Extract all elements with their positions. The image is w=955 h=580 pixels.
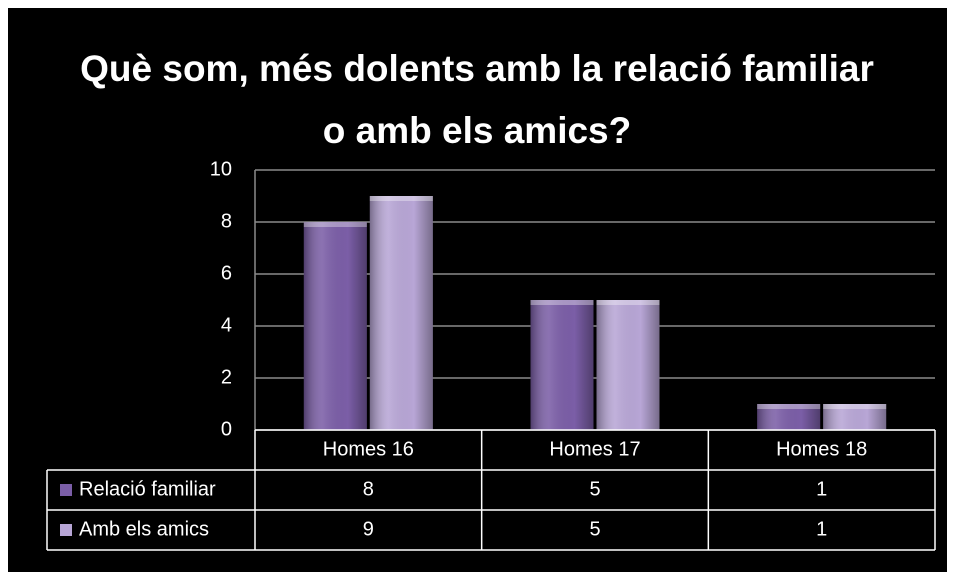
legend-marker: [60, 484, 72, 496]
x-tick-label: Homes 18: [776, 438, 867, 460]
table-value: 5: [589, 478, 600, 500]
bar: [530, 300, 594, 430]
y-tick-label: 10: [210, 158, 232, 180]
y-tick-label: 4: [221, 314, 232, 336]
y-tick-label: 0: [221, 418, 232, 440]
y-tick-label: 6: [221, 262, 232, 284]
legend-label: Relació familiar: [79, 478, 216, 500]
table-value: 5: [589, 518, 600, 540]
bar-top: [369, 196, 433, 201]
x-tick-label: Homes 17: [549, 438, 640, 460]
bar-top: [303, 222, 367, 227]
bar-top: [596, 300, 660, 305]
bar-top: [530, 300, 594, 305]
bar: [303, 222, 367, 430]
bar: [596, 300, 660, 430]
legend-label: Amb els amics: [79, 518, 209, 540]
table-value: 1: [816, 478, 827, 500]
y-tick-label: 8: [221, 210, 232, 232]
bar: [369, 196, 433, 430]
table-value: 1: [816, 518, 827, 540]
y-tick-label: 2: [221, 366, 232, 388]
legend-marker: [60, 524, 72, 536]
bar-top: [757, 404, 821, 409]
chart-background: [8, 8, 947, 572]
bar-top: [823, 404, 887, 409]
chart-title: Què som, més dolents amb la relació fami…: [80, 48, 874, 151]
x-tick-label: Homes 16: [323, 438, 414, 460]
table-value: 8: [363, 478, 374, 500]
table-value: 9: [363, 518, 374, 540]
